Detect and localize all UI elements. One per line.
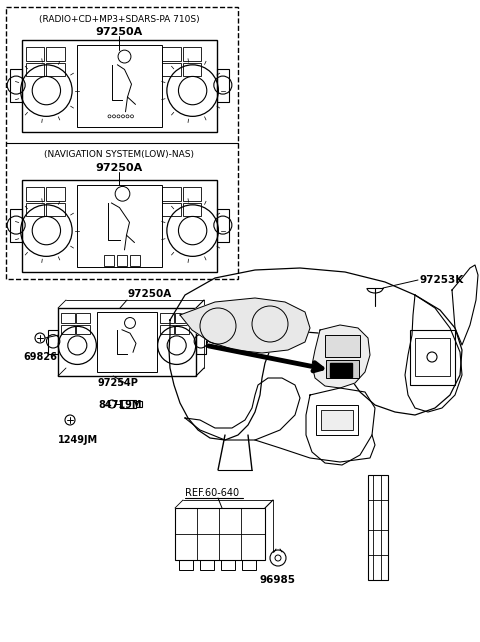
Bar (6, 7, 238, 279)
Bar (325, 335, 360, 357)
Polygon shape (452, 265, 478, 345)
Bar (136, 401, 142, 407)
Text: (NAVIGATION SYSTEM(LOW)-NAS): (NAVIGATION SYSTEM(LOW)-NAS) (44, 150, 194, 159)
Bar (196, 330, 205, 354)
Bar (10, 209, 22, 241)
Text: 97253K: 97253K (420, 275, 464, 285)
Bar (61, 325, 74, 334)
Bar (26, 187, 45, 201)
Text: 97250A: 97250A (128, 289, 172, 299)
Polygon shape (312, 325, 370, 388)
Bar (117, 256, 127, 266)
Polygon shape (180, 298, 310, 353)
Bar (183, 63, 202, 76)
Bar (160, 313, 174, 323)
Text: 97250A: 97250A (96, 27, 143, 37)
Bar (48, 330, 58, 354)
Text: 97250A: 97250A (96, 163, 143, 173)
Bar (330, 363, 352, 377)
Bar (162, 203, 181, 216)
Bar (76, 325, 90, 334)
Bar (104, 256, 113, 266)
Bar (242, 560, 256, 570)
Bar (47, 203, 65, 216)
Bar (316, 405, 358, 435)
Bar (10, 69, 22, 101)
Polygon shape (405, 295, 462, 412)
Bar (162, 187, 181, 201)
Polygon shape (169, 268, 462, 440)
Bar (179, 560, 193, 570)
Bar (217, 209, 228, 241)
Bar (175, 508, 265, 560)
Bar (130, 256, 140, 266)
Polygon shape (185, 378, 300, 440)
Bar (47, 48, 65, 61)
Bar (26, 48, 45, 61)
Bar (77, 185, 162, 268)
Bar (183, 203, 202, 216)
Bar (58, 308, 196, 376)
Text: 97254P: 97254P (98, 378, 139, 388)
Bar (160, 325, 174, 334)
Bar (162, 48, 181, 61)
Bar (326, 360, 359, 378)
Text: REF.60-640: REF.60-640 (185, 488, 239, 498)
Bar (26, 63, 45, 76)
Bar (410, 330, 455, 385)
Bar (175, 325, 189, 334)
Bar (96, 312, 157, 372)
Bar (368, 475, 388, 580)
Bar (183, 48, 202, 61)
Bar (47, 187, 65, 201)
Bar (183, 187, 202, 201)
Text: (RADIO+CD+MP3+SDARS-PA 710S): (RADIO+CD+MP3+SDARS-PA 710S) (39, 15, 199, 24)
Bar (175, 313, 189, 323)
Bar (22, 180, 217, 272)
Bar (61, 313, 74, 323)
Bar (76, 313, 90, 323)
Bar (26, 203, 45, 216)
Text: 1249JM: 1249JM (58, 435, 98, 445)
Polygon shape (306, 388, 375, 465)
Text: 96985: 96985 (260, 575, 296, 585)
Bar (47, 63, 65, 76)
Text: 84719M: 84719M (98, 400, 142, 410)
Bar (22, 40, 217, 132)
Text: 69826: 69826 (23, 352, 57, 362)
Bar (200, 560, 214, 570)
Bar (77, 44, 162, 127)
Bar (321, 410, 353, 430)
Bar (217, 69, 228, 101)
Bar (221, 560, 235, 570)
Bar (162, 63, 181, 76)
Bar (120, 400, 136, 408)
Bar (415, 338, 450, 376)
